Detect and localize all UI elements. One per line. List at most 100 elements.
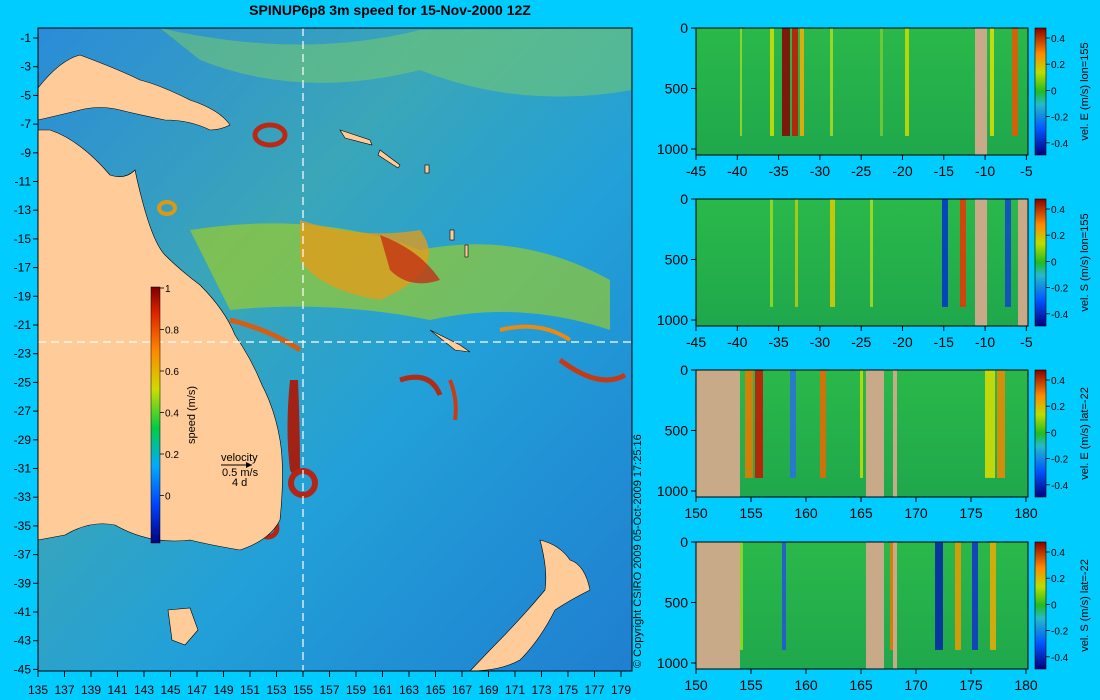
lat-tick-label: -33 bbox=[14, 490, 32, 504]
section-streak bbox=[820, 370, 826, 478]
section-streak bbox=[990, 542, 996, 650]
section-x-tick-label: -45 bbox=[686, 163, 706, 179]
section-streak bbox=[755, 370, 763, 478]
section-colorbar-tick-label: 0 bbox=[1051, 428, 1057, 439]
section-land bbox=[696, 542, 740, 669]
section-colorbar-tick-label: 0.2 bbox=[1051, 60, 1065, 71]
section-field bbox=[696, 542, 1028, 669]
lon-tick-label: 149 bbox=[213, 683, 233, 697]
velocity-key-time: 4 d bbox=[232, 477, 247, 489]
section-x-tick-label: -5 bbox=[1020, 334, 1033, 350]
lon-tick-label: 135 bbox=[28, 683, 48, 697]
section-colorbar-tick-label: 0 bbox=[1051, 257, 1057, 268]
section-streak bbox=[1012, 28, 1018, 136]
section-streak bbox=[955, 542, 961, 650]
section-colorbar bbox=[1034, 198, 1047, 327]
section-streak bbox=[770, 28, 774, 136]
panel-vel-e-lon155[interactable]: 0 500 1000 -45 -40 -35 -30 -25 -20 -15 -10 -5 0.4 0.2… bbox=[657, 20, 1091, 179]
section-streak bbox=[905, 28, 909, 136]
lon-tick-label: 157 bbox=[319, 683, 339, 697]
lon-tick-label: 163 bbox=[399, 683, 419, 697]
section-x-tick-label: 160 bbox=[794, 505, 818, 521]
panel-vel-s-lon155[interactable]: 0 500 1000 -45 -40 -35 -30 -25 -20 -15 -10 -5 0.4 0.2… bbox=[657, 191, 1091, 350]
section-colorbar-tick-label: 0.2 bbox=[1051, 402, 1065, 413]
section-x-tick-label: -35 bbox=[768, 163, 788, 179]
lat-tick-label: -23 bbox=[14, 347, 32, 361]
section-x-tick-label: -40 bbox=[727, 334, 747, 350]
copyright-text: © Copyright CSIRO 2009 05-Oct-2009 17:25… bbox=[632, 434, 644, 668]
section-y-tick-label: 500 bbox=[665, 252, 689, 268]
section-colorbar-tick-label: 0 bbox=[1051, 600, 1057, 611]
new-caledonia-land bbox=[429, 329, 471, 353]
section-streak bbox=[782, 28, 790, 136]
current-features bbox=[157, 28, 632, 540]
section-x-tick-label: -15 bbox=[934, 163, 954, 179]
section-y-tick-label: 0 bbox=[680, 20, 688, 36]
lat-tick-label: -45 bbox=[14, 662, 32, 676]
lon-tick-label: 171 bbox=[505, 683, 525, 697]
section-y-tick-label: 0 bbox=[680, 362, 688, 378]
section-land bbox=[975, 28, 987, 155]
speed-colorbar-tick-label: 0.6 bbox=[165, 367, 179, 378]
section-x-tick-label: -10 bbox=[975, 163, 995, 179]
lon-tick-label: 145 bbox=[160, 683, 180, 697]
section-x-tick-label: -20 bbox=[892, 334, 912, 350]
section-land bbox=[893, 370, 897, 497]
section-x-tick-label: 150 bbox=[684, 505, 708, 521]
section-streak bbox=[960, 199, 966, 307]
section-streak bbox=[770, 199, 773, 307]
section-streak bbox=[792, 28, 798, 136]
map-lat-axis: -1 -3 -5 -7 -9 -11 -13 -15 -17 -19 -21 -23 -25 -27 -29… bbox=[14, 31, 38, 676]
speed-colorbar-tick-label: 0.4 bbox=[165, 409, 179, 420]
section-label: vel. E (m/s) lon=155 bbox=[1079, 42, 1091, 140]
lon-tick-label: 137 bbox=[54, 683, 74, 697]
lon-tick-label: 147 bbox=[187, 683, 207, 697]
speed-map[interactable] bbox=[37, 27, 633, 672]
section-streak bbox=[942, 199, 948, 307]
lon-tick-label: 139 bbox=[81, 683, 101, 697]
section-x-tick-label: -5 bbox=[1020, 163, 1033, 179]
section-colorbar bbox=[1034, 27, 1047, 156]
lat-tick-label: -21 bbox=[14, 318, 32, 332]
section-x-tick-label: 180 bbox=[1014, 505, 1038, 521]
section-streak bbox=[890, 542, 894, 650]
section-colorbar-tick-label: 0.2 bbox=[1051, 231, 1065, 242]
section-colorbar-tick-label: -0.2 bbox=[1051, 284, 1069, 295]
lat-tick-label: -43 bbox=[14, 634, 32, 648]
lat-tick-label: -5 bbox=[20, 88, 31, 102]
lat-tick-label: -3 bbox=[20, 60, 31, 74]
section-x-tick-label: -15 bbox=[934, 334, 954, 350]
lat-tick-label: -39 bbox=[14, 576, 32, 590]
section-streak bbox=[830, 199, 835, 307]
section-frame bbox=[695, 198, 1029, 327]
section-x-tick-label: 150 bbox=[684, 677, 708, 693]
lat-tick-label: -7 bbox=[20, 117, 31, 131]
figure-title: SPINUP6p8 3m speed for 15-Nov-2000 12Z bbox=[249, 2, 531, 18]
lon-tick-label: 159 bbox=[346, 683, 366, 697]
lon-tick-label: 161 bbox=[372, 683, 392, 697]
section-label: vel. E (m/s) lat=-22 bbox=[1079, 387, 1091, 480]
section-streak bbox=[860, 370, 863, 478]
section-streak bbox=[740, 28, 742, 136]
lon-tick-label: 165 bbox=[425, 683, 445, 697]
panel-vel-s-lat22[interactable]: 0 500 1000 150 155 160 165 170 175 180 0.4 0.2 0 -0.2… bbox=[657, 534, 1091, 693]
speed-colorbar-gradient bbox=[150, 286, 161, 544]
section-colorbar bbox=[1034, 369, 1047, 498]
section-x-tick-label: -30 bbox=[810, 334, 830, 350]
section-colorbar-tick-label: 0.4 bbox=[1051, 548, 1065, 559]
section-y-tick-label: 1000 bbox=[657, 483, 688, 499]
section-colorbar-tick-label: 0.4 bbox=[1051, 205, 1065, 216]
section-label: vel. S (m/s) lat=-22 bbox=[1079, 559, 1091, 652]
panel-vel-e-lat22[interactable]: 0 500 1000 150 155 160 165 170 175 180 0.4 0.2 0 -0.2… bbox=[657, 362, 1091, 521]
velocity-key-title: velocity bbox=[221, 452, 258, 464]
section-x-tick-label: 165 bbox=[849, 677, 873, 693]
section-land bbox=[1018, 199, 1028, 326]
section-streak bbox=[790, 370, 796, 478]
section-streak bbox=[830, 28, 833, 136]
section-y-tick-label: 0 bbox=[680, 191, 688, 207]
section-colorbar-tick-label: -0.2 bbox=[1051, 627, 1069, 638]
section-streak bbox=[795, 199, 798, 307]
speed-colorbar-label: speed (m/s) bbox=[186, 386, 198, 444]
section-streak bbox=[990, 28, 994, 136]
